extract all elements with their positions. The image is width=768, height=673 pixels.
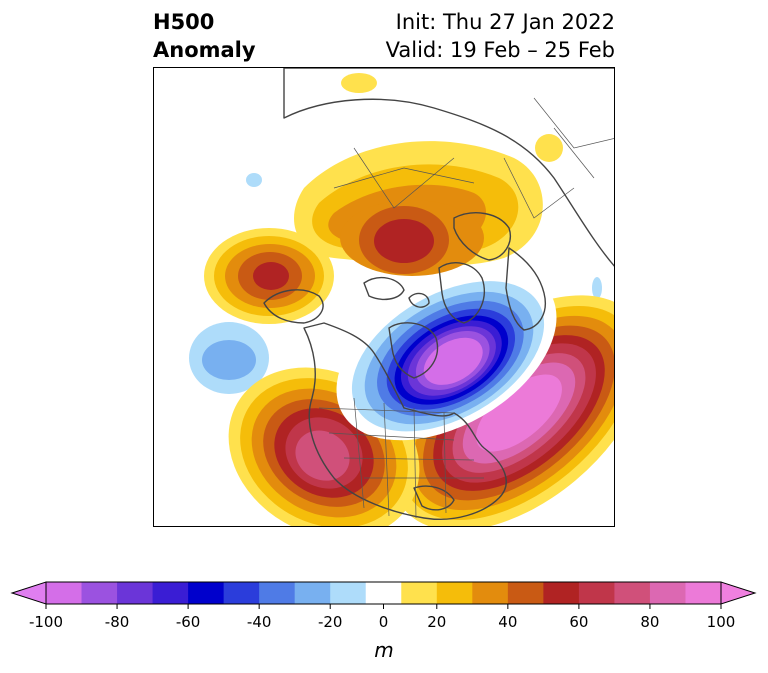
minor-ridge-right	[535, 134, 563, 162]
colorbar-bin	[543, 582, 580, 604]
colorbar-tick-label: 0	[379, 613, 389, 631]
colorbar-bin	[223, 582, 260, 604]
colorbar-tick-label: -40	[247, 613, 272, 631]
north-atlantic-ridge	[390, 295, 614, 526]
colorbar-tick-label: 80	[640, 613, 659, 631]
minor-trough-right	[592, 277, 602, 299]
minor-ridge-top	[341, 73, 377, 93]
colorbar-bin	[117, 582, 154, 604]
borders	[318, 97, 614, 519]
colorbar-bin	[152, 582, 189, 604]
colorbar-bin	[294, 582, 331, 604]
colorbar-bin	[259, 582, 296, 604]
northeast-pacific-trough	[189, 322, 269, 394]
colorbar-bin	[188, 582, 225, 604]
colorbar-tick-label: -100	[29, 613, 63, 631]
map-title-right: Init: Thu 27 Jan 2022 Valid: 19 Feb – 25…	[386, 8, 615, 64]
colorbar-tick-label: -20	[318, 613, 343, 631]
anomaly-map	[153, 67, 615, 527]
title-variable: H500	[153, 10, 215, 34]
hudson-bay-trough	[336, 267, 557, 441]
colorbar-bin	[365, 582, 402, 604]
coastlines	[263, 68, 614, 520]
colorbar-bin	[578, 582, 615, 604]
colorbar-bin	[472, 582, 509, 604]
colorbar: -100 -80 -60 -40 -20 0 20 40 60 80 100 m	[10, 581, 757, 662]
colorbar-bin	[46, 582, 83, 604]
map-title-left: H500 Anomaly	[153, 8, 256, 64]
colorbar-bin	[436, 582, 473, 604]
colorbar-bin	[614, 582, 651, 604]
siberian-arctic-ridge	[359, 206, 449, 274]
colorbar-bin	[685, 582, 722, 604]
edge-gap	[154, 273, 157, 318]
colorbar-bin	[330, 582, 367, 604]
colorbar-extend-high	[720, 581, 757, 605]
minor-trough-left	[246, 173, 262, 187]
colorbar-extend-low	[10, 581, 47, 605]
north-pacific-ridge	[204, 228, 334, 324]
colorbar-tick-label: 100	[707, 613, 736, 631]
colorbar-unit-label: m	[374, 638, 393, 662]
colorbar-bin	[401, 582, 438, 604]
title-field-type: Anomaly	[153, 38, 256, 62]
map-svg	[154, 68, 614, 526]
colorbar-bin	[649, 582, 686, 604]
colorbar-tick-label: 20	[427, 613, 446, 631]
colorbar-tick-label: 40	[498, 613, 517, 631]
colorbar-bin	[81, 582, 118, 604]
colorbar-bin	[507, 582, 544, 604]
colorbar-tick-label: 60	[569, 613, 588, 631]
colorbar-tick-label: -80	[105, 613, 130, 631]
colorbar-tick-label: -60	[176, 613, 201, 631]
title-init-date: Init: Thu 27 Jan 2022	[395, 10, 615, 34]
title-valid-range: Valid: 19 Feb – 25 Feb	[385, 38, 615, 62]
